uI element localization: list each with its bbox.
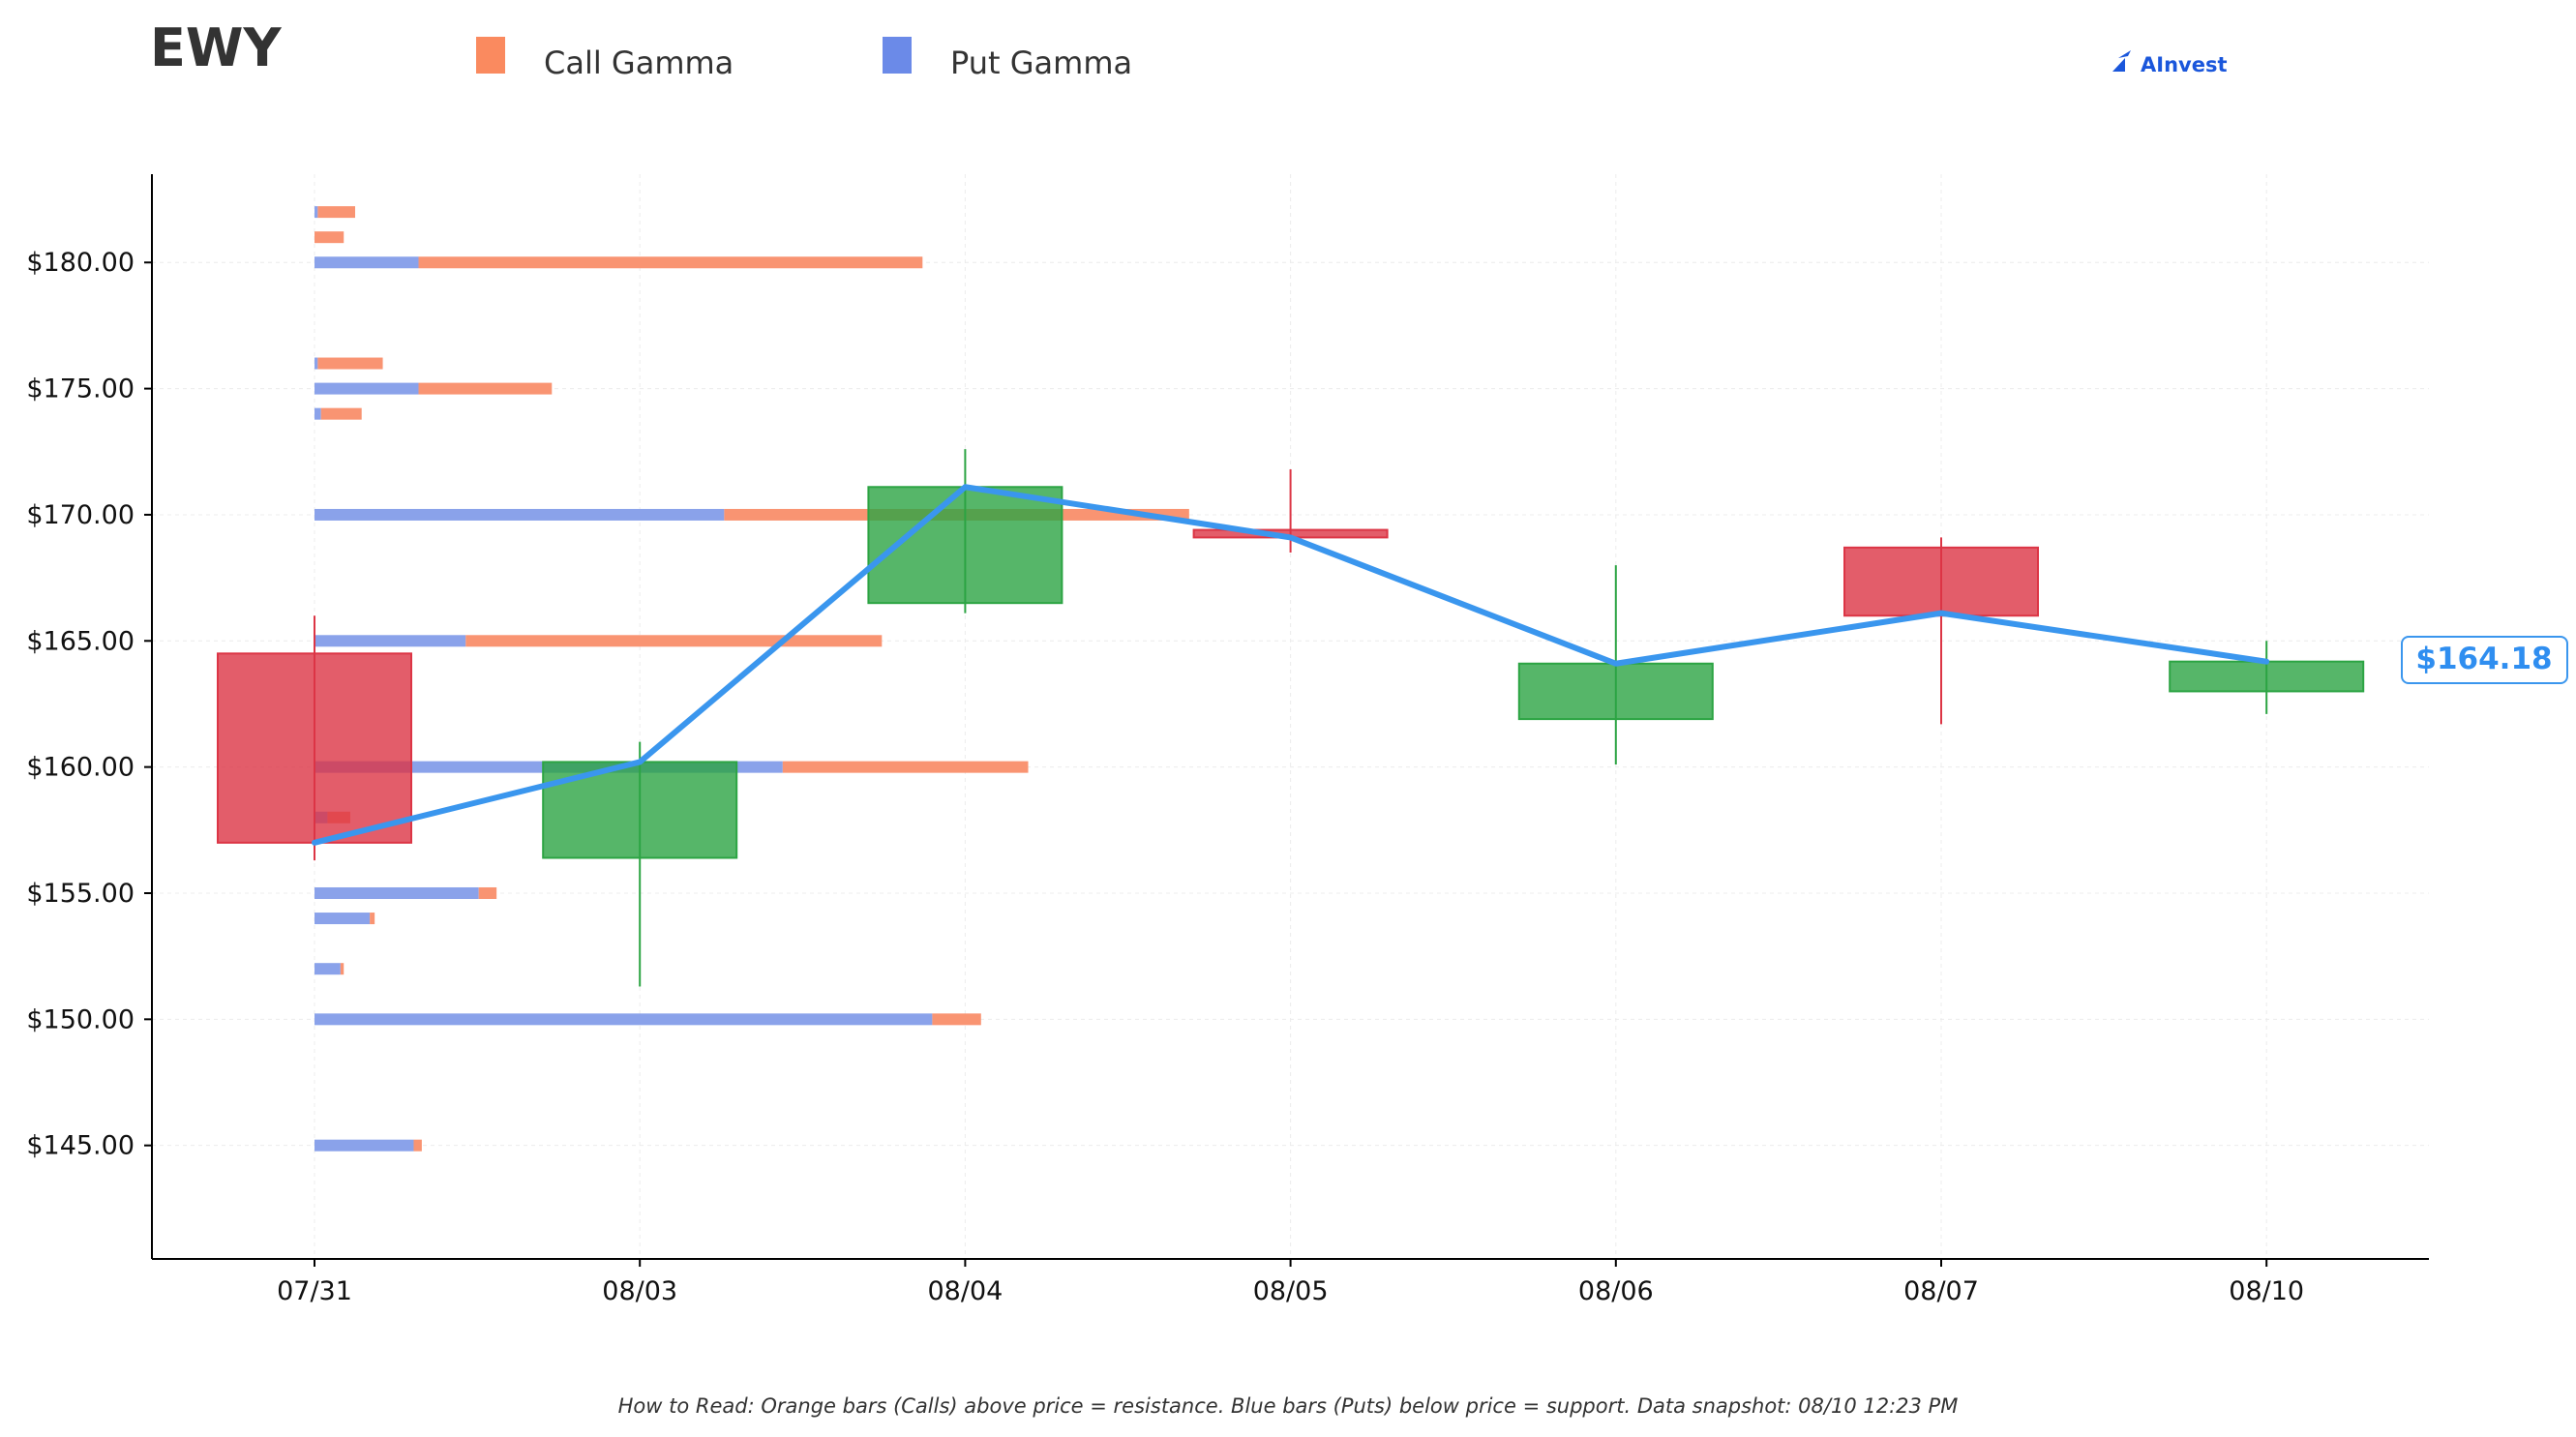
call-gamma-bar — [465, 635, 883, 647]
call-gamma-bar — [418, 382, 553, 395]
call-gamma-bar — [478, 886, 497, 899]
candle-body — [2169, 660, 2365, 693]
last-price-tag-box — [2401, 636, 2568, 684]
x-tick-label: 08/04 — [927, 1276, 1003, 1306]
put-gamma-bar — [315, 635, 466, 647]
put-gamma-bar — [315, 357, 318, 370]
call-gamma-bar — [932, 1013, 981, 1026]
call-gamma-bar — [418, 256, 923, 269]
gamma-bars — [315, 206, 1189, 1152]
y-tick-label: $150.00 — [26, 1004, 135, 1034]
y-tick-label: $155.00 — [26, 879, 135, 909]
x-axis-ticks: 07/31 08/03 08/04 08/05 08/06 08/07 08/10 — [277, 1259, 2304, 1306]
y-tick-label: $160.00 — [26, 753, 135, 783]
put-gamma-bar — [315, 407, 321, 420]
candlesticks — [217, 449, 2365, 987]
x-tick-label: 08/10 — [2229, 1276, 2304, 1306]
ainvest-logo: AInvest — [2112, 50, 2228, 76]
call-gamma-bar — [317, 357, 383, 370]
call-gamma-bar — [413, 1139, 422, 1152]
y-axis-ticks: $145.00 $150.00 $155.00 $160.00 $165.00 $170.… — [26, 248, 152, 1161]
last-price-tag: $164.18 — [2401, 636, 2568, 684]
y-tick-label: $180.00 — [26, 248, 135, 278]
candle-body — [217, 652, 412, 844]
grid-lines — [152, 174, 2429, 1259]
x-tick-label: 08/05 — [1253, 1276, 1329, 1306]
ainvest-logo-icon — [2112, 58, 2125, 72]
y-tick-label: $145.00 — [26, 1131, 135, 1161]
candle-body — [1517, 662, 1714, 721]
call-gamma-bar — [340, 963, 344, 975]
y-tick-label: $170.00 — [26, 500, 135, 530]
put-gamma-bar — [315, 1139, 414, 1152]
put-gamma-legend-swatch — [883, 37, 912, 74]
price-line — [312, 484, 2270, 846]
put-gamma-legend-label: Put Gamma — [950, 45, 1132, 81]
candle-body — [1843, 546, 2039, 617]
call-gamma-legend-swatch — [476, 37, 505, 74]
y-tick-label: $165.00 — [26, 626, 135, 656]
put-gamma-bar — [315, 206, 318, 219]
put-gamma-bar — [315, 963, 341, 975]
ticker-title: EWY — [150, 17, 282, 78]
y-tick-label: $175.00 — [26, 374, 135, 404]
put-gamma-bar — [315, 256, 419, 269]
call-gamma-bar — [315, 231, 344, 244]
x-tick-label: 08/03 — [602, 1276, 677, 1306]
call-gamma-bar — [370, 913, 375, 925]
call-gamma-bar — [782, 761, 1029, 773]
x-tick-label: 08/07 — [1903, 1276, 1979, 1306]
price-line-path — [312, 484, 2270, 846]
put-gamma-bar — [315, 1013, 933, 1026]
call-gamma-legend-label: Call Gamma — [544, 45, 734, 81]
x-tick-label: 07/31 — [277, 1276, 352, 1306]
put-gamma-bar — [315, 886, 479, 899]
how-to-read-note: How to Read: Orange bars (Calls) above p… — [618, 1394, 1959, 1418]
last-price-label: $164.18 — [2415, 642, 2552, 676]
call-gamma-bar — [317, 206, 355, 219]
x-tick-label: 08/06 — [1578, 1276, 1654, 1306]
put-gamma-bar — [315, 508, 725, 521]
call-gamma-bar — [320, 407, 362, 420]
brand-name: AInvest — [2141, 53, 2228, 76]
put-gamma-bar — [315, 382, 419, 395]
put-gamma-bar — [315, 913, 371, 925]
